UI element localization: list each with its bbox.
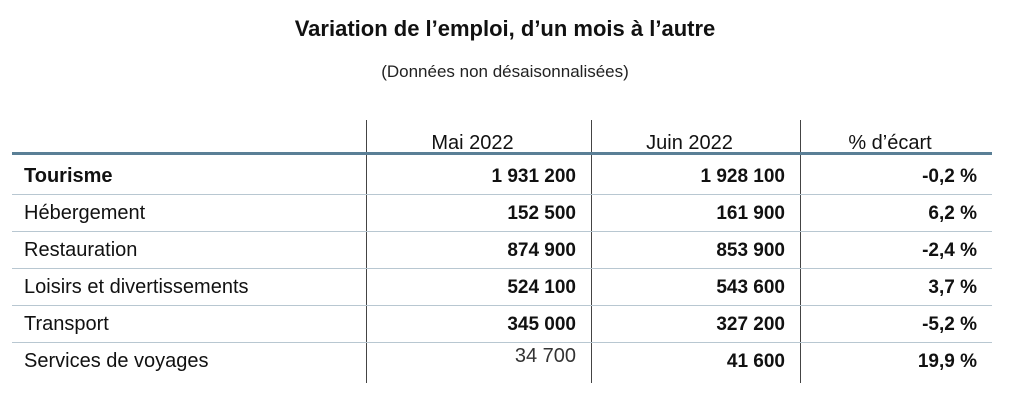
cell-ecart: -0,2 % [922,165,977,187]
table-subtitle: (Données non désaisonnalisées) [381,62,629,81]
cell-juin: 853 900 [716,239,785,261]
table-row: Transport 345 000 327 200 -5,2 % [12,306,992,343]
column-divider [591,120,592,383]
row-label: Restauration [24,239,138,261]
row-label: Tourisme [24,165,113,187]
row-label: Hébergement [24,202,146,224]
cell-mai: 152 500 [507,202,576,224]
cell-juin: 1 928 100 [700,165,785,187]
cell-juin: 327 200 [716,313,785,335]
row-label: Transport [24,313,109,335]
cell-juin: 543 600 [716,276,785,298]
cell-mai: 345 000 [507,313,576,335]
cell-ecart: -2,4 % [922,239,977,261]
column-divider [800,120,801,383]
row-divider [12,194,992,195]
cell-ecart: 6,2 % [928,202,977,224]
row-divider [12,231,992,232]
cell-juin: 161 900 [716,202,785,224]
table-row: Hébergement 152 500 161 900 6,2 % [12,195,992,232]
table-header-row: Mai 2022 Juin 2022 % d’écart [12,120,992,154]
cell-juin: 41 600 [726,350,785,372]
header-ecart: % d’écart [848,131,932,154]
row-label: Services de voyages [24,350,209,372]
header-divider [12,152,992,155]
cell-mai: 524 100 [507,276,576,298]
header-mai-2022: Mai 2022 [431,131,514,154]
header-juin-2022: Juin 2022 [646,131,733,154]
row-divider [12,305,992,306]
row-label: Loisirs et divertissements [24,276,249,298]
employment-table: Mai 2022 Juin 2022 % d’écart Tourisme 1 … [12,120,992,380]
table-row: Restauration 874 900 853 900 -2,4 % [12,232,992,269]
cell-ecart: 3,7 % [928,276,977,298]
row-divider [12,268,992,269]
column-divider [366,120,367,383]
cell-mai: 34 700 [514,345,576,367]
cell-mai: 874 900 [507,239,576,261]
table-title: Variation de l’emploi, d’un mois à l’aut… [294,16,716,41]
cell-ecart: -5,2 % [922,313,977,335]
table-row: Services de voyages 34 700 41 600 19,9 % [12,343,992,380]
cell-mai: 1 931 200 [491,165,576,187]
table-row: Loisirs et divertissements 524 100 543 6… [12,269,992,306]
cell-ecart: 19,9 % [917,350,977,372]
row-divider [12,342,992,343]
table-row: Tourisme 1 931 200 1 928 100 -0,2 % [12,158,992,195]
